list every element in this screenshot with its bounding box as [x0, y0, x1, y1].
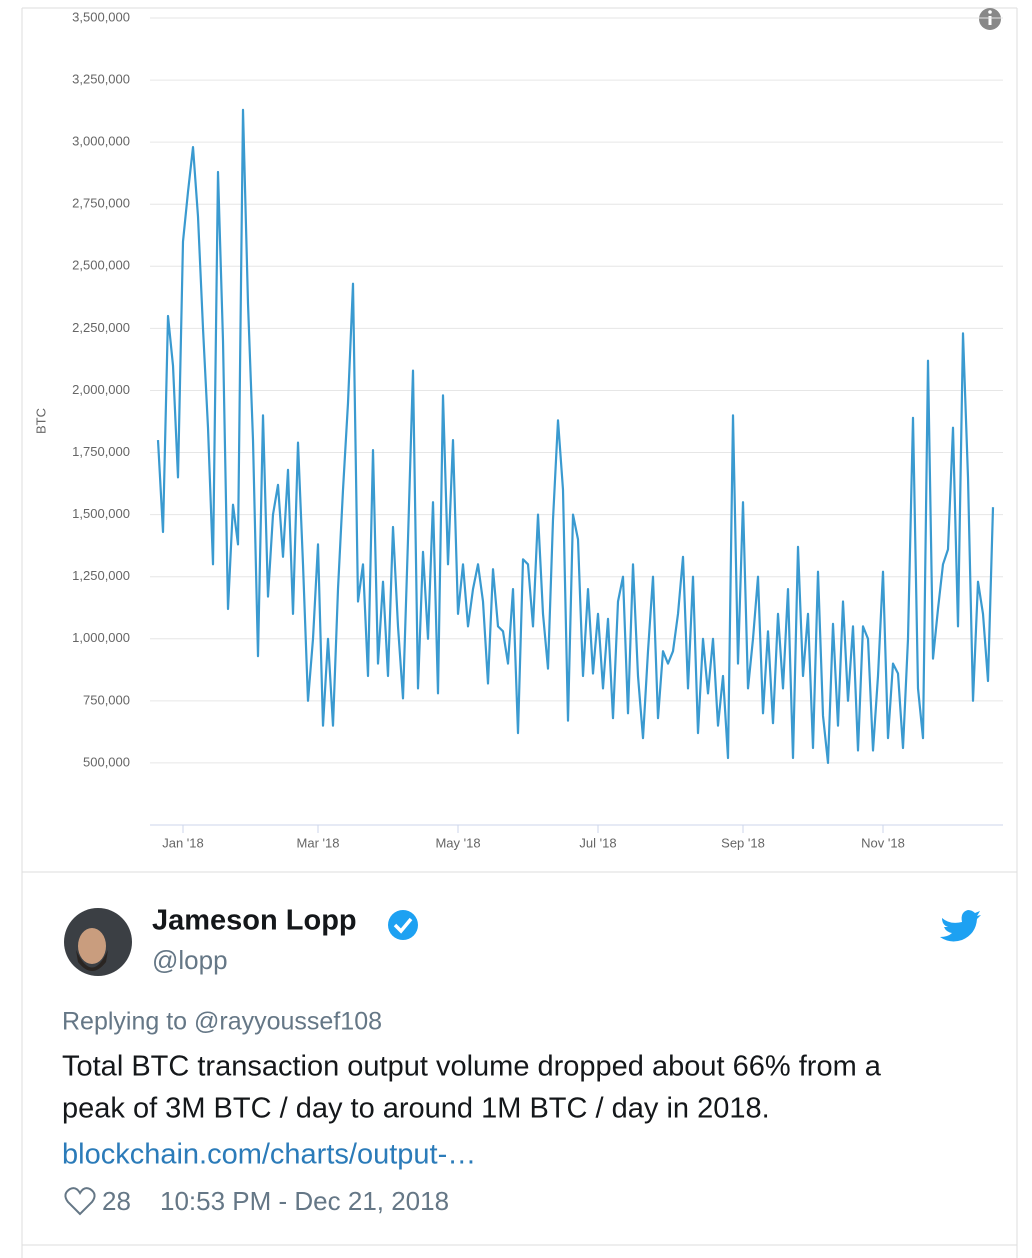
info-bar — [988, 16, 992, 25]
badge-bg — [388, 910, 418, 940]
x-tick-label: May '18 — [435, 835, 480, 850]
data-line — [156, 108, 995, 764]
badge-check — [393, 917, 413, 934]
reply-context: Replying to @rayyoussef108 — [62, 1008, 382, 1036]
x-tick-label: Jul '18 — [579, 835, 616, 850]
y-tick-label: 2,250,000 — [72, 320, 130, 335]
y-tick-label: 1,000,000 — [72, 630, 130, 645]
x-tick-label: Nov '18 — [861, 835, 905, 850]
avatar-face — [78, 928, 106, 964]
y-tick-label: 500,000 — [83, 754, 130, 769]
verified-badge — [388, 910, 418, 940]
x-tick-label: Jan '18 — [162, 835, 204, 850]
x-tick-label: Mar '18 — [297, 835, 340, 850]
author-handle[interactable]: @lopp — [152, 945, 228, 975]
twitter-logo[interactable] — [940, 910, 981, 942]
tweet-link[interactable]: blockchain.com/charts/output-… — [62, 1139, 476, 1171]
avatar[interactable] — [64, 908, 132, 976]
y-tick-label: 3,000,000 — [72, 134, 130, 149]
tweet-text: Total BTC transaction output volume drop… — [62, 1051, 882, 1083]
y-tick-label: 3,500,000 — [72, 9, 130, 24]
y-tick-label: 2,000,000 — [72, 382, 130, 397]
y-tick-label: 1,750,000 — [72, 444, 130, 459]
y-tick-label: 1,250,000 — [72, 568, 130, 583]
plot: 500,000 750,000 1,000,000 1,250,000 1,500,00… — [72, 9, 1003, 850]
author-name[interactable]: Jameson Lopp — [152, 905, 357, 937]
info-icon[interactable] — [979, 8, 1001, 30]
timestamp[interactable]: 10:53 PM - Dec 21, 2018 — [160, 1186, 449, 1216]
x-tick-label: Sep '18 — [721, 835, 765, 850]
info-dot — [988, 10, 992, 14]
avatar-beard — [76, 950, 108, 971]
y-tick-label: 2,750,000 — [72, 196, 130, 211]
like-icon[interactable] — [64, 1187, 96, 1216]
y-tick-label: 3,250,000 — [72, 72, 130, 87]
y-axis-label: BTC — [33, 408, 48, 434]
y-tick-label: 1,500,000 — [72, 506, 130, 521]
y-tick-label: 750,000 — [83, 692, 130, 707]
y-tick-label: 2,500,000 — [72, 258, 130, 273]
like-count: 28 — [102, 1186, 131, 1216]
tweet-text: peak of 3M BTC / day to around 1M BTC / … — [62, 1093, 770, 1125]
